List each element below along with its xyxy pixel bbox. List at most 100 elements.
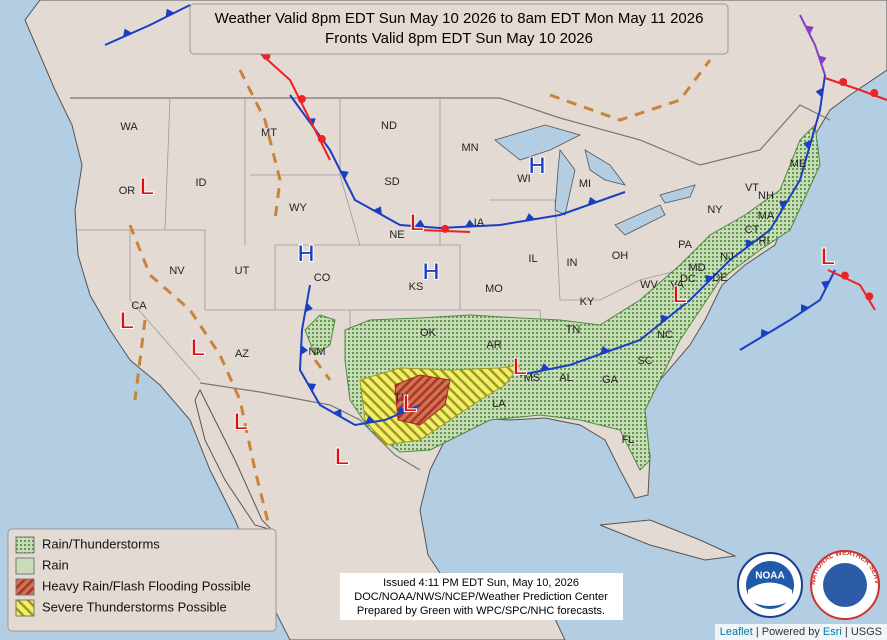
- cold-marker: [373, 206, 382, 215]
- cuba: [599, 519, 737, 561]
- state-label: PA: [678, 239, 693, 251]
- pressure-center: L: [191, 334, 206, 361]
- issued-line: Prepared by Green with WPC/SPC/NHC forec…: [357, 605, 605, 617]
- state-label: NJ: [720, 251, 733, 263]
- cold-marker: [800, 304, 810, 313]
- attr-usgs: | USGS: [844, 626, 882, 638]
- title-box: [189, 3, 729, 55]
- pressure-center: L: [410, 209, 425, 236]
- state-label: MS: [524, 372, 541, 384]
- state-label: WV: [640, 279, 658, 291]
- cold-marker: [745, 239, 754, 248]
- cold-marker: [587, 196, 598, 206]
- state-label: LA: [492, 398, 506, 410]
- pressure-center: L: [673, 281, 688, 308]
- cold-marker: [815, 87, 824, 98]
- legend-swatch: [15, 599, 35, 617]
- cold-marker: [465, 219, 475, 227]
- legend-label: Rain/Thunderstorms: [42, 536, 160, 551]
- state-label: CA: [131, 300, 147, 312]
- cold-marker: [600, 345, 610, 355]
- state-label: VA: [670, 279, 685, 291]
- cold-marker: [333, 408, 342, 418]
- warm-marker: [441, 224, 450, 233]
- warm-marker: [865, 292, 874, 301]
- warm-marker: [839, 78, 848, 87]
- state-label: KS: [409, 281, 424, 293]
- state-labels: WA OR ID MT WY NV UT CO CA AZ NM ND SD NE KS OK TX MN IA MO…: [119, 120, 807, 446]
- cold-marker: [525, 213, 535, 221]
- pressure-center: H: [528, 152, 545, 179]
- esri-link[interactable]: Esri: [822, 626, 842, 638]
- cold-marker: [660, 314, 669, 324]
- leaflet-link[interactable]: Leaflet: [719, 626, 753, 638]
- cold-marker: [705, 275, 714, 284]
- cold-marker: [540, 363, 550, 371]
- pressure-center: L: [335, 443, 350, 470]
- pressure-center: H: [422, 258, 439, 285]
- state-label: ND: [381, 120, 397, 132]
- attr-powered: | Powered by: [755, 626, 820, 638]
- cold-marker: [307, 383, 317, 392]
- state-label: VT: [745, 182, 759, 194]
- state-label: NH: [758, 190, 774, 202]
- state-label: MA: [758, 210, 775, 222]
- state-label: SC: [637, 355, 652, 367]
- legend: Rain/Thunderstorms Rain Heavy Rain/Flash F…: [15, 536, 251, 617]
- state-label: MT: [261, 127, 277, 139]
- front-line: [133, 319, 147, 401]
- lakes: [494, 124, 696, 236]
- cold-marker: [778, 200, 788, 210]
- state-label: NY: [707, 204, 723, 216]
- front-line: [824, 77, 887, 101]
- pressure-center: L: [513, 353, 528, 380]
- warm-marker: [317, 135, 326, 144]
- cold-marker: [165, 8, 175, 18]
- state-label: IN: [567, 257, 578, 269]
- state-label: NE: [389, 229, 404, 241]
- legend-swatch: [15, 536, 35, 554]
- state-label: DC: [680, 273, 696, 285]
- front-line: [313, 359, 332, 381]
- state-label: IA: [474, 217, 485, 229]
- state-label: AL: [559, 372, 572, 384]
- state-label: WY: [289, 202, 307, 214]
- legend-label: Severe Thunderstorms Possible: [42, 599, 227, 614]
- state-label: MI: [579, 178, 591, 190]
- cold-marker: [365, 415, 375, 424]
- state-label: ID: [196, 177, 207, 189]
- state-label: DE: [712, 272, 727, 284]
- legend-swatch: [15, 557, 35, 575]
- front-line: [519, 74, 826, 376]
- state-label: MN: [461, 142, 478, 154]
- front-line: [827, 269, 876, 311]
- cold-marker: [821, 280, 830, 290]
- state-label: NV: [169, 265, 185, 277]
- cold-marker: [805, 25, 814, 35]
- state-label: WI: [517, 173, 530, 185]
- state-label: AR: [486, 339, 501, 351]
- legend-box: [7, 528, 277, 632]
- state-label: MD: [688, 262, 705, 274]
- title: Weather Valid 8pm EDT Sun May 10 2026 to…: [215, 10, 704, 27]
- noaa-text: NOAA: [755, 571, 784, 582]
- fronts: [104, 4, 887, 531]
- subtitle: Fronts Valid 8pm EDT Sun May 10 2026: [325, 30, 593, 47]
- front-line: [238, 69, 282, 221]
- pressure-center: L: [120, 307, 135, 334]
- cold-marker: [122, 28, 133, 38]
- state-label: TX: [394, 392, 409, 404]
- state-label: WA: [120, 121, 138, 133]
- state-label: OK: [420, 327, 437, 339]
- front-line: [104, 4, 191, 46]
- warm-marker: [840, 271, 849, 280]
- front-line: [799, 14, 826, 76]
- state-label: KY: [580, 296, 595, 308]
- legend-swatch: [15, 578, 35, 596]
- state-label: NM: [308, 346, 325, 358]
- attribution: Leaflet | Powered by Esri | USGS: [714, 624, 887, 640]
- issued-line: DOC/NOAA/NWS/NCEP/Weather Prediction Cen…: [354, 591, 608, 603]
- state-label: CT: [745, 224, 760, 236]
- state-label: UT: [235, 265, 250, 277]
